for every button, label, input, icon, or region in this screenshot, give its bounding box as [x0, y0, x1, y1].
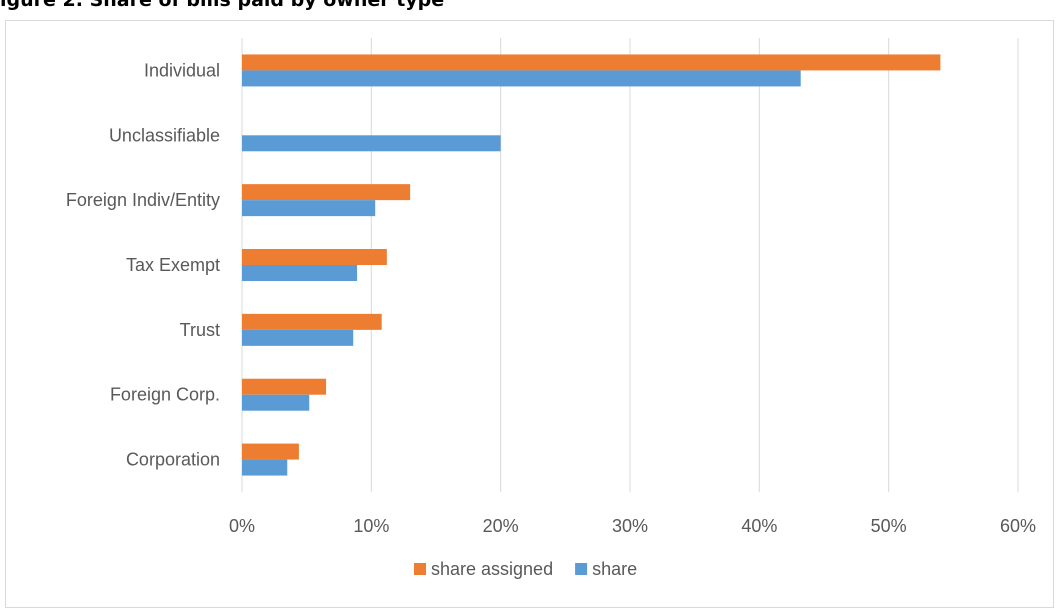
gridlines [370, 38, 1019, 492]
chart-frame [5, 20, 1054, 608]
bar-share [242, 265, 358, 281]
bar-share-assigned [242, 54, 941, 71]
x-tick-label: 30% [612, 516, 648, 536]
legend-swatch [575, 563, 588, 575]
x-tick-label: 10% [353, 516, 389, 536]
legend-swatch [414, 563, 426, 575]
category-label: Corporation [126, 450, 220, 470]
category-label: Foreign Indiv/Entity [66, 190, 220, 210]
legend: share assigned share [414, 559, 637, 579]
category-label: Trust [180, 320, 220, 340]
category-label: Individual [144, 60, 220, 80]
bars [242, 54, 941, 476]
bar-share-assigned [242, 443, 299, 460]
x-tick-label: 0% [229, 516, 255, 536]
category-label: Foreign Corp. [110, 385, 220, 405]
bar-share [242, 200, 376, 217]
category-labels: Individual Unclassifiable Foreign Indiv/En… [66, 60, 220, 469]
bar-share [242, 329, 354, 346]
category-label: Tax Exempt [126, 255, 220, 275]
figure-title-text: igure 2. Share of bills paid by owner ty… [0, 0, 445, 11]
bar-share [242, 394, 310, 411]
bar-share [242, 459, 288, 476]
x-tick-label: 60% [1000, 516, 1036, 536]
x-tick-label: 50% [871, 516, 907, 536]
figure-title: igure 2. Share of bills paid by owner ty… [0, 0, 1056, 22]
bar-share [242, 135, 501, 152]
legend-label: share assigned [431, 559, 553, 579]
tick-labels: 0% 10% 20% 30% 40% 50% 60% [229, 516, 1036, 536]
x-tick-label: 40% [741, 516, 777, 536]
bar-share-assigned [242, 184, 411, 201]
bar-share-assigned [242, 249, 387, 265]
bar-share-assigned [242, 378, 327, 395]
category-label: Unclassifiable [109, 125, 220, 145]
legend-label: share [592, 559, 637, 579]
x-tick-label: 20% [483, 516, 519, 536]
bar-share-assigned [242, 313, 382, 330]
bar-share [242, 70, 801, 87]
